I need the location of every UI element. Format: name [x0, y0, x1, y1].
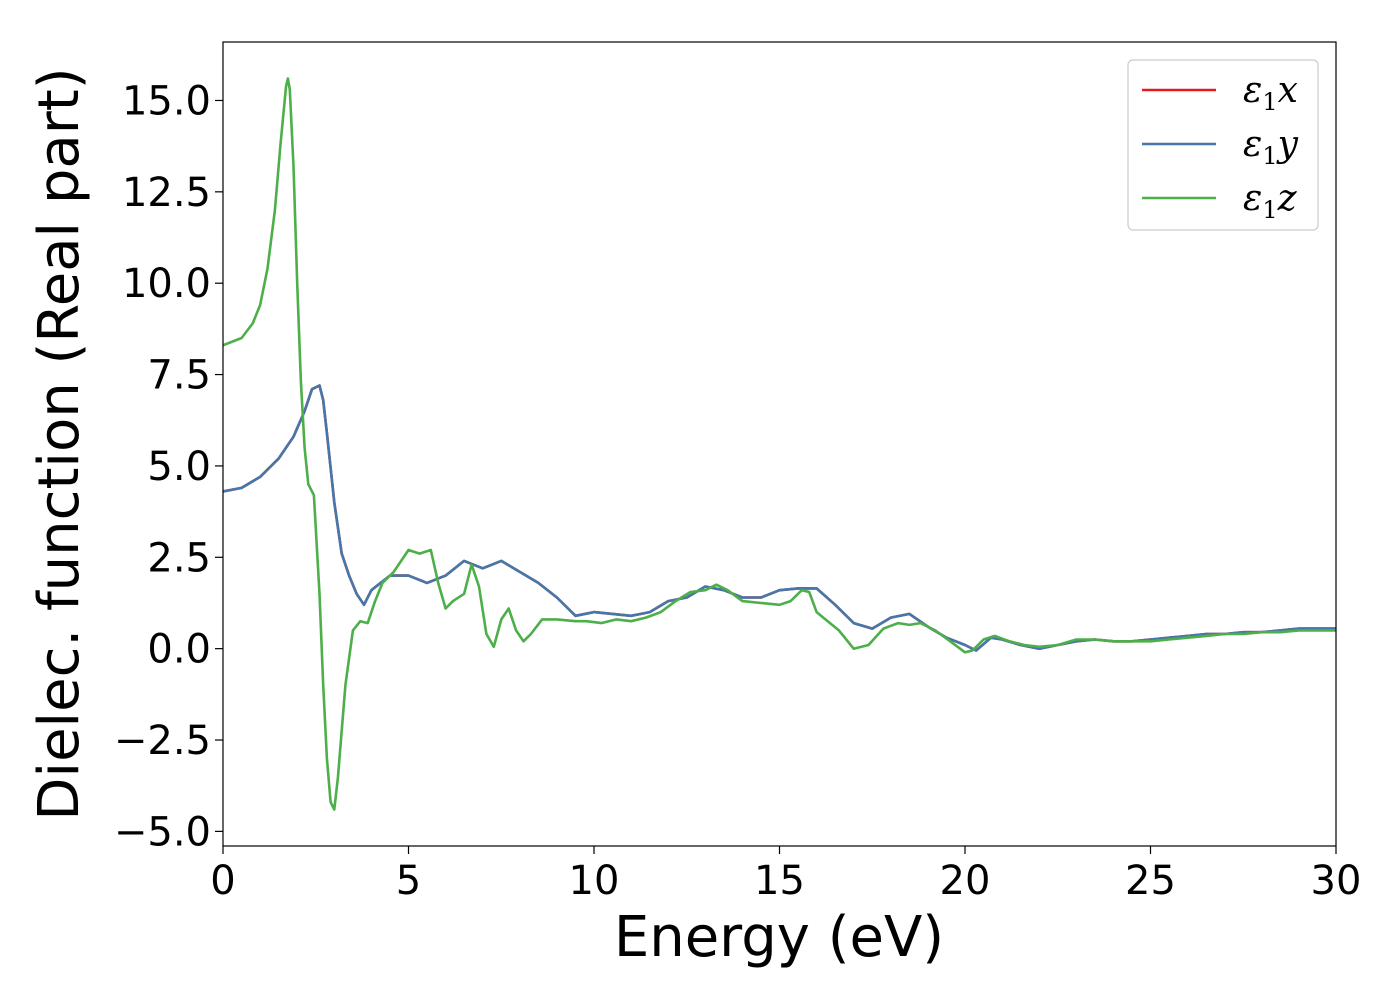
x-axis-label: Energy (eV): [614, 905, 944, 970]
y-tick-label: 7.5: [147, 353, 211, 399]
x-tick-label: 30: [1311, 858, 1362, 904]
y-tick-label: 0.0: [147, 627, 211, 673]
y-axis: −5.0 −2.5 0.0 2.5 5.0 7.5 10.0 12.5 15.0: [114, 78, 223, 855]
x-tick-label: 15: [754, 858, 805, 904]
y-axis-label: Dielec. function (Real part): [27, 67, 92, 820]
y-tick-label: 5.0: [147, 444, 211, 490]
legend: ε1x ε1y ε1z: [1127, 59, 1319, 231]
x-tick-label: 5: [396, 858, 421, 904]
x-tick-label: 0: [210, 858, 235, 904]
y-tick-label: 2.5: [147, 535, 211, 581]
legend-box: [1127, 59, 1319, 231]
legend-label-2: ε1z: [1243, 178, 1298, 224]
y-tick-label: 10.0: [122, 261, 211, 307]
legend-label-0: ε1x: [1243, 70, 1298, 116]
y-tick-label: −5.0: [114, 809, 211, 855]
x-tick-label: 20: [940, 858, 991, 904]
x-tick-label: 25: [1125, 858, 1176, 904]
y-tick-label: −2.5: [114, 718, 211, 764]
x-axis: 0 5 10 15 20 25 30: [210, 846, 1361, 904]
x-tick-label: 10: [569, 858, 620, 904]
legend-label-1: ε1y: [1243, 124, 1299, 170]
y-tick-label: 12.5: [122, 170, 211, 216]
series-line-2: [223, 77, 1336, 811]
y-tick-label: 15.0: [122, 78, 211, 124]
series-layer: [223, 77, 1336, 811]
